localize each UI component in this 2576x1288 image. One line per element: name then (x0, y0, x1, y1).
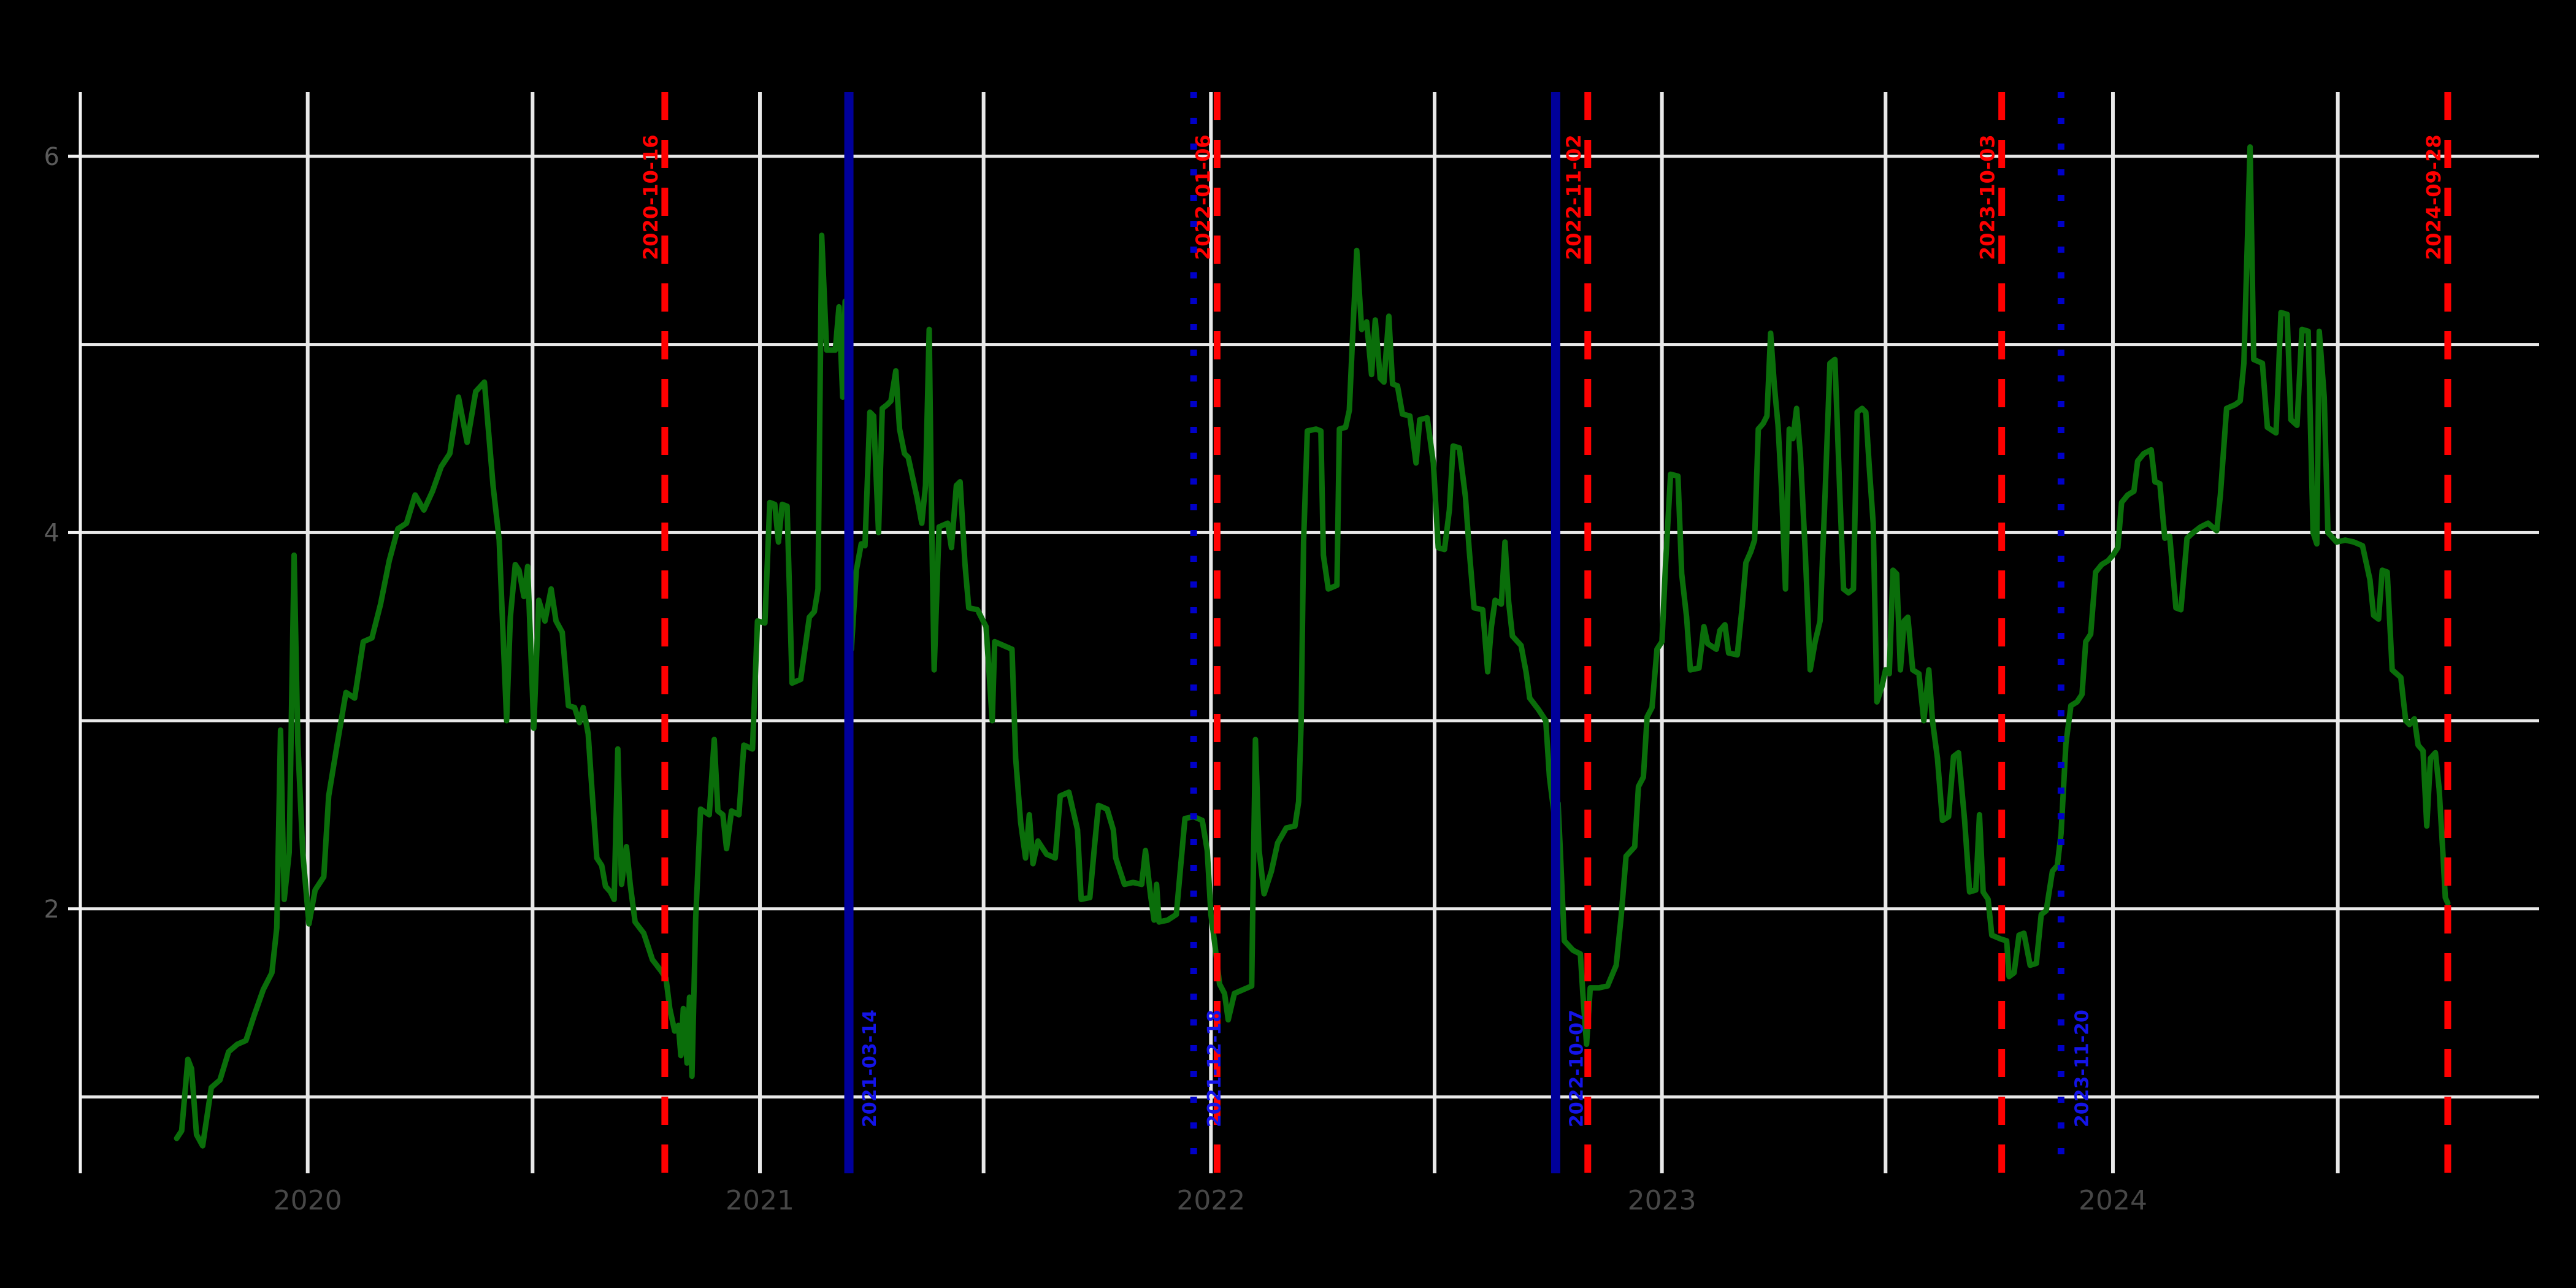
x-axis-tick-label: 2022 (1176, 1185, 1245, 1216)
event-line-label: 2023-10-03 (1976, 134, 1999, 260)
x-axis-tick-label: 2021 (726, 1185, 794, 1216)
event-line-label: 2021-03-14 (859, 1010, 881, 1127)
y-axis-tick-label: 2 (44, 895, 59, 924)
series-line-value (174, 144, 2451, 1149)
x-axis-tick-label: 2020 (274, 1185, 342, 1216)
event-line-label: 2021-12-18 (1204, 1010, 1225, 1127)
event-line-label: 2024-09-28 (2422, 134, 2445, 260)
y-axis-tick-label: 6 (44, 143, 59, 171)
x-axis-tick-label: 2023 (1628, 1185, 1696, 1216)
event-line-label: 2023-11-20 (2071, 1010, 2093, 1127)
event-line-label: 2020-10-16 (639, 134, 662, 260)
x-axis-tick-label: 2024 (2079, 1185, 2147, 1216)
event-line-label: 2022-10-07 (1566, 1010, 1587, 1127)
y-axis-tick-label: 4 (44, 519, 59, 547)
event-line-label: 2022-11-02 (1562, 134, 1585, 260)
